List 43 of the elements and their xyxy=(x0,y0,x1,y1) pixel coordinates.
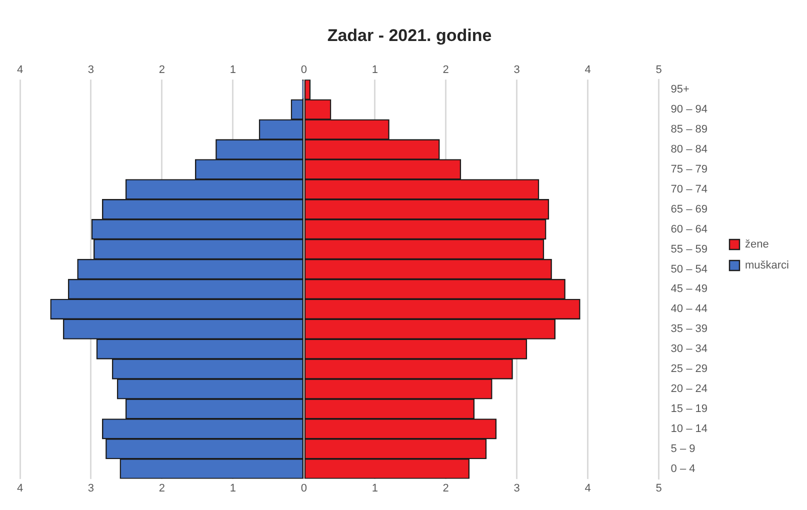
x2-tick-label: 5 xyxy=(656,64,662,76)
x2-tick-label: 4 xyxy=(16,64,24,76)
y-tick-label: 75 – 79 xyxy=(670,163,708,176)
y-tick-label: 70 – 74 xyxy=(670,183,708,196)
x-tick-label: 0 xyxy=(300,482,307,494)
x-tick-label: 3 xyxy=(514,482,520,494)
y-tick-label: 20 – 24 xyxy=(670,383,708,396)
x-tick-label: 1 xyxy=(230,482,236,494)
x-tick-label: 1 xyxy=(372,482,378,494)
x-tick-label: 4 xyxy=(584,482,591,494)
x2-tick-label: 3 xyxy=(88,64,94,76)
y-tick-label: 25 – 29 xyxy=(670,363,708,376)
y-tick-label: 55 – 59 xyxy=(670,243,708,256)
x2-tick-label: 4 xyxy=(584,64,591,76)
y-tick-label: 30 – 34 xyxy=(670,343,708,356)
x2-tick-label: 2 xyxy=(158,64,166,76)
x2-tick-label: 2 xyxy=(442,64,449,76)
y-tick-label: 95+ xyxy=(670,84,690,96)
y-tick-label: 10 – 14 xyxy=(670,422,708,435)
x-tick-label: 2 xyxy=(442,482,449,494)
y-tick-label: 40 – 44 xyxy=(670,303,708,316)
legend-label: muškarci xyxy=(744,260,790,272)
y-tick-label: 65 – 69 xyxy=(670,203,708,216)
y-tick-label: 5 – 9 xyxy=(670,442,696,455)
y-tick-label: 45 – 49 xyxy=(670,283,708,296)
y-tick-label: 80 – 84 xyxy=(670,143,708,156)
legend-label: žene xyxy=(744,238,769,251)
y-tick-label: 15 – 19 xyxy=(670,402,708,415)
x-tick-label: 5 xyxy=(656,482,662,494)
x-tick-label: 4 xyxy=(16,482,24,494)
y-tick-label: 85 – 89 xyxy=(670,124,708,136)
y-tick-label: 90 – 94 xyxy=(670,104,708,116)
y-tick-label: 60 – 64 xyxy=(670,223,708,236)
x2-tick-label: 3 xyxy=(514,64,520,76)
x-tick-label: 3 xyxy=(88,482,94,494)
x2-tick-label: 1 xyxy=(372,64,378,76)
x2-tick-label: 0 xyxy=(300,64,307,76)
y-tick-label: 0 – 4 xyxy=(670,462,696,475)
chart-title: Zadar - 2021. godine xyxy=(327,26,492,45)
x2-tick-label: 1 xyxy=(230,64,236,76)
y-tick-label: 35 – 39 xyxy=(670,323,708,336)
y-tick-label: 50 – 54 xyxy=(670,263,708,276)
x-tick-label: 2 xyxy=(158,482,166,494)
